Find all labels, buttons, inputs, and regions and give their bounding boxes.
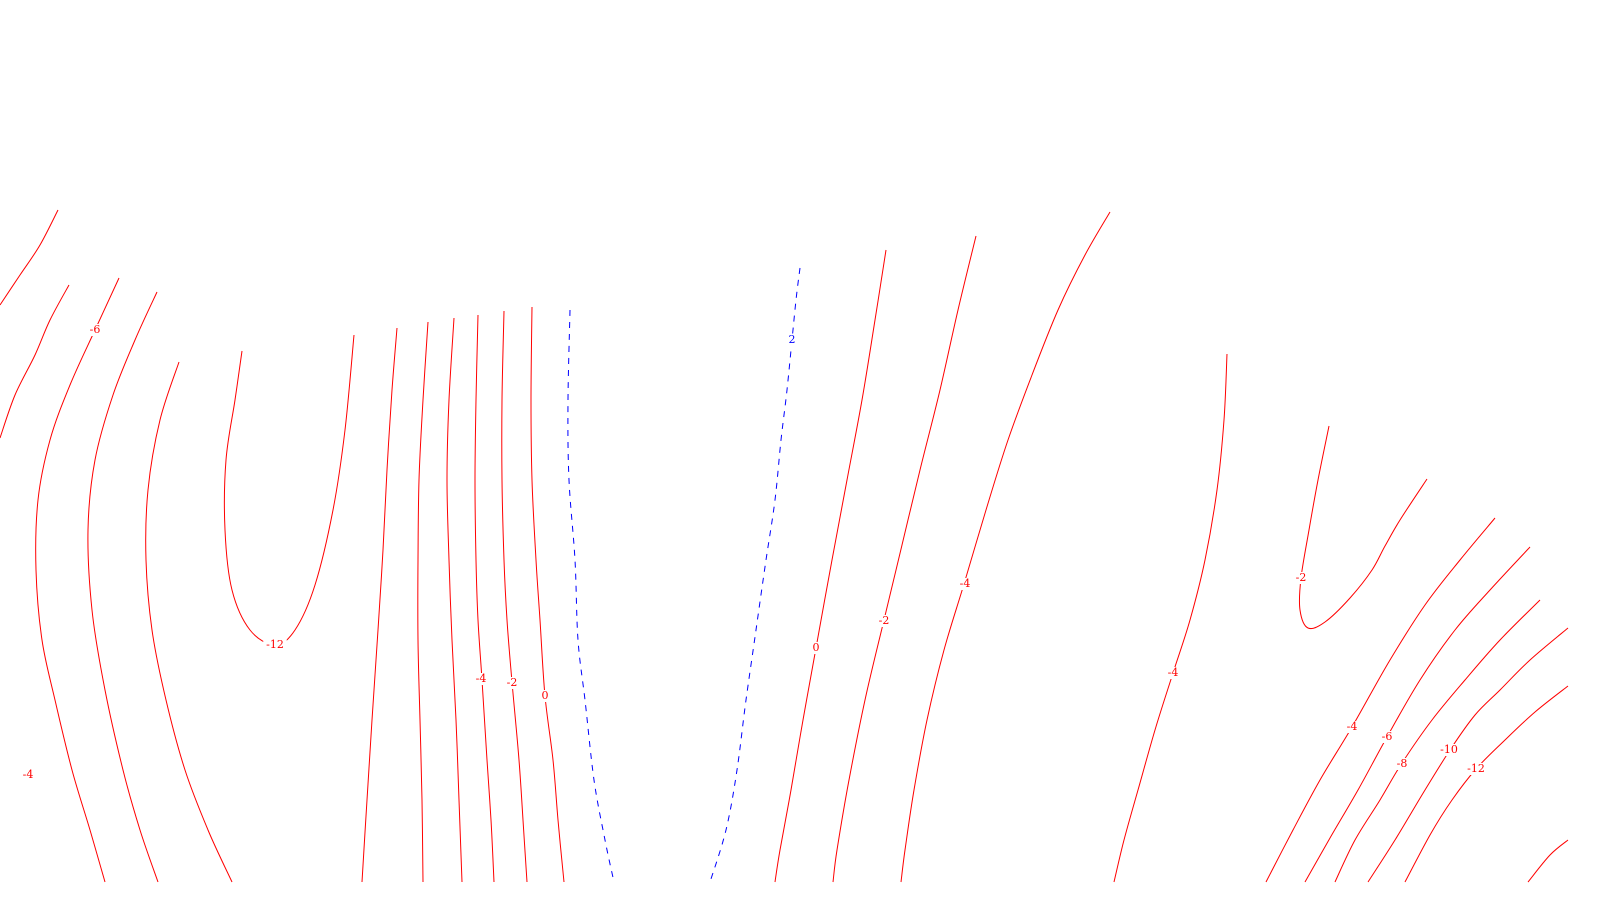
contour-label-background: [875, 615, 893, 627]
contour-label-background: [472, 673, 490, 685]
contour-label: -12: [266, 638, 284, 651]
contour-line: [1334, 599, 1541, 883]
contour-label: -4: [960, 577, 971, 590]
contour-label: -4: [476, 672, 487, 685]
contour-line: [87, 291, 159, 883]
contour-label-background: [1437, 744, 1461, 756]
contour-label-background: [1378, 731, 1396, 743]
contour-label-background: [1343, 721, 1361, 733]
contour-label-background: [503, 677, 521, 689]
contour-label: -2: [507, 676, 518, 689]
contour-label: -6: [1382, 730, 1393, 743]
contour-line: [774, 249, 887, 883]
contour-line: [1404, 685, 1569, 883]
contour-label: 2: [789, 333, 796, 346]
contour-label-background: [810, 642, 822, 654]
contour-label: 0: [813, 641, 820, 654]
contour-line: [223, 334, 355, 646]
contour-label-background: [19, 769, 37, 781]
contour-label-background: [1292, 572, 1310, 584]
contour-line: [0, 284, 70, 439]
contour-label-background: [1164, 667, 1182, 679]
contour-label-background: [1393, 758, 1411, 770]
contour-line: [709, 267, 801, 883]
contour-line: [417, 321, 429, 883]
contour-line: [530, 306, 565, 883]
contour-label: -10: [1440, 743, 1458, 756]
contour-line: [1367, 627, 1569, 883]
contour-line: [35, 277, 120, 883]
contour-line: [1265, 517, 1496, 883]
contour-line: [1113, 353, 1228, 883]
contour-label: -6: [90, 323, 101, 336]
contour-label: -4: [23, 768, 34, 781]
contour-line: [900, 211, 1111, 883]
contour-line: [832, 235, 977, 883]
contour-label-background: [1464, 763, 1488, 775]
contour-labels-layer: -6 -4 -12 -4 -2 0 2 0 -2 -4 -4 -2 -4 -6 -8 -10 -12: [19, 323, 1488, 781]
contour-label: -2: [1296, 571, 1307, 584]
contour-line: [446, 317, 463, 883]
contour-lines-layer: [0, 209, 1569, 883]
contour-line: [501, 310, 528, 883]
contour-label-background: [786, 334, 798, 346]
contour-label-background: [539, 690, 551, 702]
contour-label: -8: [1397, 757, 1408, 770]
contour-line: [1304, 546, 1531, 883]
contour-line: [474, 314, 495, 883]
contour-line: [0, 209, 59, 306]
contour-label: -12: [1467, 762, 1485, 775]
contour-label-background: [263, 639, 287, 651]
contour-label-background: [956, 578, 974, 590]
contour-line: [567, 309, 615, 883]
contour-line: [1298, 425, 1428, 630]
contour-label: 0: [542, 689, 549, 702]
contour-label-background: [86, 324, 104, 336]
contour-line: [1527, 839, 1569, 883]
contour-label: -4: [1347, 720, 1358, 733]
contour-line: [361, 327, 398, 883]
contour-label: -4: [1168, 666, 1179, 679]
contour-line: [145, 361, 233, 883]
contour-label: -2: [879, 614, 890, 627]
